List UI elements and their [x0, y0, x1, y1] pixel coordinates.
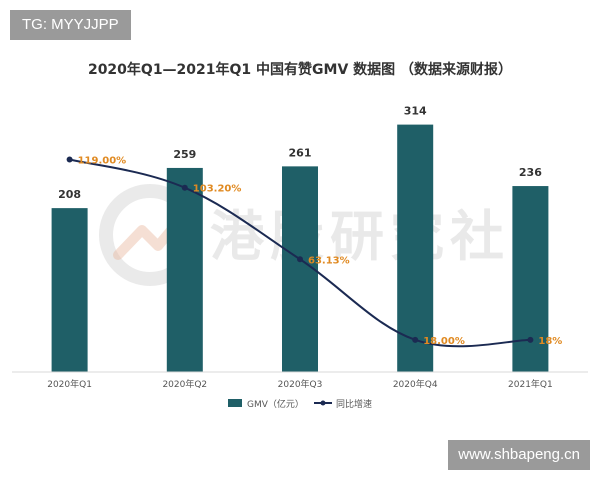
legend: GMV（亿元） 同比增速	[228, 398, 372, 410]
x-tick-label: 2020年Q2	[162, 378, 207, 390]
x-axis: 2020年Q1 2020年Q2 2020年Q3 2020年Q4 2021年Q1	[12, 371, 588, 390]
bar-value-label: 261	[289, 146, 312, 159]
growth-value-label: 18.00%	[423, 336, 465, 347]
tg-tag: TG: MYYJJPP	[10, 10, 131, 40]
growth-value-label: 63.13%	[308, 255, 350, 266]
x-tick-label: 2020年Q1	[47, 378, 92, 390]
site-tag: www.shbapeng.cn	[448, 440, 590, 470]
growth-point-3	[297, 256, 303, 263]
bar-2	[166, 167, 203, 372]
legend-line-label: 同比增速	[336, 398, 372, 410]
x-tick-label: 2021年Q1	[508, 378, 553, 390]
legend-bar-label: GMV（亿元）	[247, 398, 304, 410]
bar-value-label: 314	[404, 105, 427, 118]
growth-point-1	[66, 156, 73, 163]
legend-bar-swatch	[228, 399, 242, 407]
bar-1	[51, 208, 88, 372]
bar-3	[282, 166, 318, 372]
line-layer: 119.00% 103.20% 63.13% 18.00% 18%	[66, 156, 562, 348]
growth-value-label: 119.00%	[78, 156, 127, 167]
x-tick-label: 2020年Q3	[278, 378, 323, 390]
bar-value-label: 236	[519, 166, 542, 179]
chart-svg: 2020年Q1—2021年Q1 中国有赞GMV 数据图 （数据来源财报） 港股研…	[12, 61, 588, 410]
growth-value-label: 103.20%	[193, 184, 242, 195]
x-tick-label: 2020年Q4	[393, 378, 438, 390]
growth-value-label: 18%	[538, 336, 562, 347]
bar-value-label: 208	[58, 188, 81, 201]
bar-4	[397, 124, 434, 372]
growth-point-2	[181, 184, 188, 191]
bar-value-label: 259	[173, 148, 196, 161]
growth-point-5	[527, 336, 534, 343]
chart-panel: 2020年Q1—2021年Q1 中国有赞GMV 数据图 （数据来源财报） 港股研…	[0, 50, 600, 420]
legend-line-marker	[320, 400, 326, 406]
watermark-text: 港股研究社	[210, 205, 510, 268]
chart-title: 2020年Q1—2021年Q1 中国有赞GMV 数据图 （数据来源财报）	[88, 61, 512, 78]
growth-point-4	[412, 336, 419, 343]
bars-layer: 208 259 261 314 236	[51, 105, 549, 372]
